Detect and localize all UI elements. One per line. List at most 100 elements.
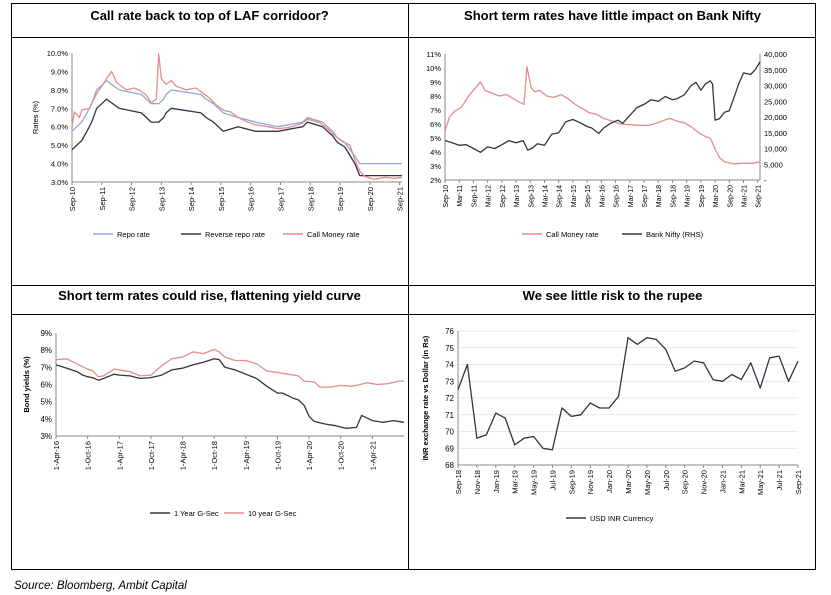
c4-xtick-11: Jul-20 [662, 470, 671, 490]
c3-ytick-6: 9% [40, 329, 52, 338]
c3-xtick-2: 1-Apr-17 [115, 441, 124, 470]
c3-ytick-0: 3% [40, 432, 52, 441]
c2-ytick-right-6: 30,000 [764, 82, 787, 91]
c3-ytick-3: 6% [40, 381, 52, 390]
c3-legend-label-0: 1 Year G-Sec [174, 509, 219, 518]
c4-xtick-12: Sep-20 [681, 470, 690, 494]
c3-xtick-9: 1-Oct-20 [337, 441, 346, 470]
c2-xtick-6: Sep-13 [528, 185, 535, 208]
c3-xtick-8: 1-Apr-20 [305, 441, 314, 470]
c3-ytick-5: 8% [40, 346, 52, 355]
c4-ytick-7: 75 [445, 344, 454, 353]
c2-xtick-22: Sep-21 [756, 185, 763, 208]
c2-xtick-19: Mar-20 [713, 185, 720, 207]
c3-xtick-6: 1-Apr-19 [242, 441, 251, 470]
figure-frame [11, 3, 816, 570]
c2-ytick-right-3: 15,000 [764, 129, 787, 138]
c1-xtick-6: Sep-16 [247, 187, 256, 211]
c1-ytick-6: 9.0% [51, 67, 68, 76]
c2-ytick-right-7: 35,000 [764, 66, 787, 75]
c4-xtick-13: Nov-20 [700, 470, 709, 494]
chart-2-title: Short term rates have little impact on B… [464, 8, 761, 23]
c4-xtick-1: Nov-18 [473, 470, 482, 494]
c4-xtick-7: Nov-19 [586, 470, 595, 494]
c2-ytick-left-2: 4% [430, 148, 441, 157]
c2-xtick-3: Mar-12 [486, 185, 493, 207]
c3-xtick-0: 1-Apr-16 [52, 441, 61, 470]
c2-xtick-17: Mar-19 [685, 185, 692, 207]
c2-series-0 [444, 65, 761, 165]
c2-series-1 [444, 61, 761, 153]
c2-xtick-4: Sep-12 [500, 185, 507, 208]
c4-xtick-18: Sep-21 [794, 470, 803, 494]
c1-xtick-1: Sep-11 [98, 187, 107, 211]
c3-xtick-5: 1-Oct-18 [210, 441, 219, 470]
chart-4-title: We see little risk to the rupee [522, 288, 703, 303]
c4-ytick-1: 69 [445, 444, 454, 453]
c3-xtick-4: 1-Apr-18 [179, 441, 188, 470]
c3-xtick-7: 1-Oct-19 [273, 441, 282, 470]
c1-xtick-11: Sep-21 [396, 187, 405, 211]
c1-xtick-5: Sep-15 [217, 187, 226, 211]
c1-legend-label-1: Reverse repo rate [205, 230, 265, 239]
c2-ytick-left-6: 8% [430, 92, 441, 101]
c4-ytick-8: 76 [445, 327, 454, 336]
c4-xtick-15: Mar-21 [737, 470, 746, 494]
c2-xtick-9: Mar-15 [571, 185, 578, 207]
c1-series-0 [71, 79, 402, 165]
c4-xtick-9: Mar-20 [624, 470, 633, 494]
c1-ylabel: Rates (%) [31, 100, 40, 134]
c4-ytick-4: 72 [445, 394, 454, 403]
chart-4-title-rule [409, 314, 816, 315]
c4-ytick-3: 71 [445, 411, 454, 420]
c2-xtick-15: Mar-18 [656, 185, 663, 207]
chart-1-title-rule [11, 37, 408, 38]
c2-xtick-8: Sep-14 [557, 185, 564, 208]
c1-ytick-1: 4.0% [51, 160, 68, 169]
c2-ytick-right-2: 10,000 [764, 145, 787, 154]
c1-xtick-8: Sep-18 [306, 187, 315, 211]
c4-xtick-5: Jul-19 [548, 470, 557, 490]
c2-xtick-7: Mar-14 [543, 185, 550, 207]
chart-3-title: Short term rates could rise, flattening … [58, 288, 361, 303]
c4-ylabel: INR exchange rate vs Dollar (in Rs) [421, 335, 430, 460]
c4-xtick-16: May-21 [756, 470, 765, 495]
c2-xtick-14: Sep-17 [642, 185, 649, 208]
c2-xtick-20: Sep-20 [727, 185, 734, 208]
c4-ytick-5: 73 [445, 377, 454, 386]
c1-ytick-4: 7.0% [51, 104, 68, 113]
c3-series-0 [55, 358, 405, 429]
c4-series-0 [457, 337, 799, 451]
c3-series-1 [55, 348, 404, 388]
c1-series-2 [71, 53, 403, 180]
c1-series-1 [71, 98, 402, 177]
c4-xtick-14: Jan-21 [718, 470, 727, 493]
c2-ytick-left-8: 10% [426, 64, 441, 73]
c1-xtick-4: Sep-14 [187, 187, 196, 211]
c4-xtick-10: May-20 [643, 470, 652, 495]
chart-1-title: Call rate back to top of LAF corridoor? [90, 8, 329, 23]
c3-xtick-1: 1-Oct-16 [84, 441, 93, 470]
c2-ytick-right-8: 40,000 [764, 50, 787, 59]
c2-ytick-right-0: - [764, 176, 767, 185]
c2-xtick-13: Mar-17 [628, 185, 635, 207]
c2-legend-label-0: Call Money rate [546, 230, 599, 239]
c2-ytick-left-0: 2% [430, 176, 441, 185]
c2-xtick-11: Mar-16 [599, 185, 606, 207]
c2-xtick-2: Sep-11 [471, 185, 478, 207]
c1-xtick-7: Sep-17 [276, 187, 285, 211]
c3-legend-label-1: 10 year G-Sec [248, 509, 297, 518]
chart-2-title-rule [409, 37, 816, 38]
c3-xtick-10: 1-Apr-21 [368, 441, 377, 470]
c2-ytick-left-1: 3% [430, 162, 441, 171]
chart-3-title-rule [11, 314, 408, 315]
c1-legend-label-2: Call Money rate [307, 230, 360, 239]
c2-ytick-left-3: 5% [430, 134, 441, 143]
c4-ytick-2: 70 [445, 428, 454, 437]
c2-xtick-18: Sep-19 [699, 185, 706, 208]
panel-divider-horizontal [11, 285, 816, 286]
c2-xtick-0: Sep-10 [443, 185, 450, 208]
